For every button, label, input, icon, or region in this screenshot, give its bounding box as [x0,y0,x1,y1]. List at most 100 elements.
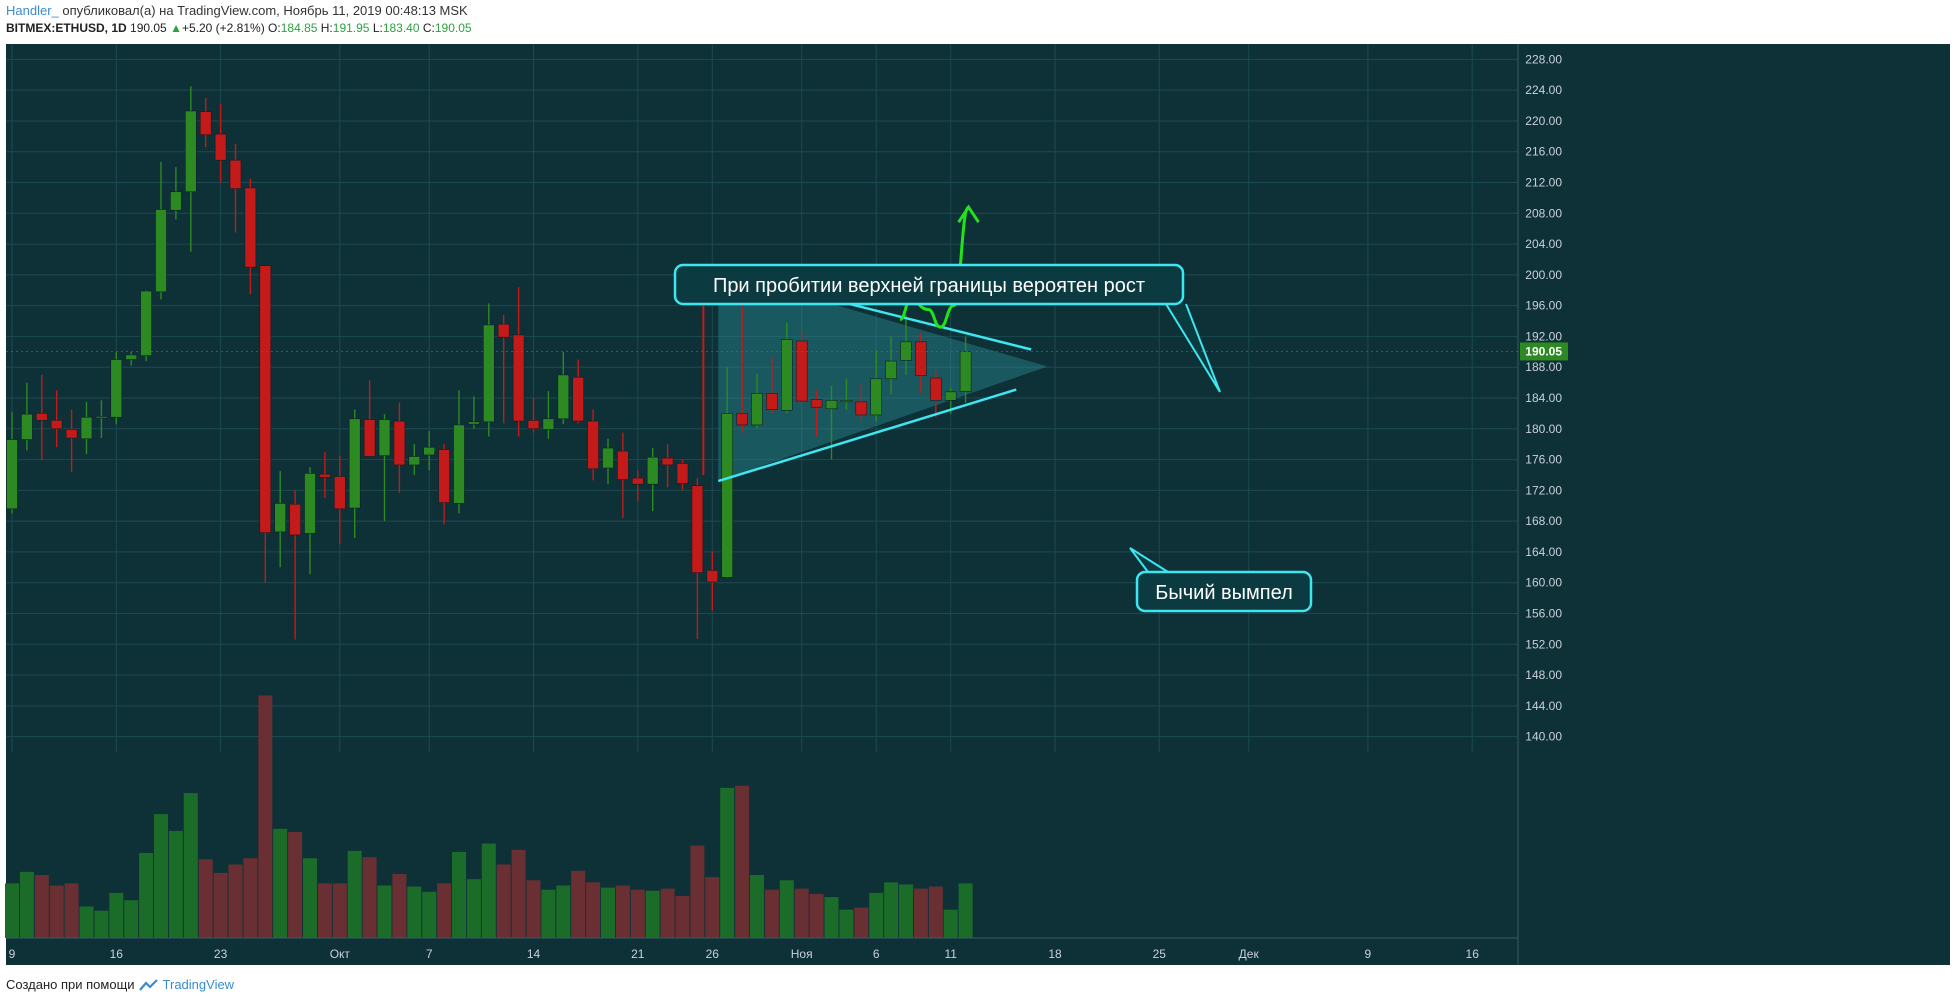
volume-bar [779,880,794,938]
volume-bars [5,695,973,938]
volume-bar [675,896,690,938]
candle-body [751,393,763,426]
volume-bar [332,883,347,938]
candle-body [855,401,868,416]
x-tick-label: 6 [873,947,880,961]
volume-bar [943,909,958,938]
volume-bar [362,857,377,938]
chart-background [6,44,1950,965]
tradingview-logo-icon [138,978,158,991]
volume-bar [869,892,884,938]
volume-bar [794,888,809,938]
x-tick-label: 14 [527,947,541,961]
candle-body [244,187,257,268]
author-link[interactable]: Handler_ [6,3,59,18]
y-tick-label: 144.00 [1525,699,1562,713]
y-tick-label: 196.00 [1525,299,1562,313]
y-tick-label: 148.00 [1525,668,1562,682]
candle-body [676,463,689,484]
last-price-tag-label: 190.05 [1525,344,1562,358]
volume-bar [139,852,154,938]
volume-bar [899,884,913,938]
volume-bar [422,891,437,938]
candle-body [542,418,555,430]
candle-body [825,400,838,410]
y-tick-label: 188.00 [1525,360,1562,374]
candle-body [840,400,853,403]
volume-bar [690,845,705,938]
last-price-tag [1520,342,1568,361]
candle-body [214,133,227,161]
volume-bar [19,871,34,938]
volume-bar [571,870,586,938]
volume-bar [466,879,481,938]
volume-bar [213,872,228,938]
candle-body [155,209,167,293]
volume-bar [109,892,124,938]
y-tick-label: 168.00 [1525,514,1562,528]
x-tick-label: 16 [110,947,124,961]
volume-bar [660,888,675,938]
candle-body [780,339,793,411]
candle-body [661,457,674,466]
candle-body [453,424,465,504]
open-value: 184.85 [280,21,318,35]
volume-bar [824,897,839,938]
candle-body [408,456,421,466]
candle-body [959,351,972,392]
candle-body [393,420,406,466]
volume-bar [288,831,303,938]
candle-body [795,340,808,402]
volume-bar [586,882,601,938]
candle-body [482,324,495,423]
callout-box [673,263,1185,306]
candle-body [587,420,599,470]
x-tick-label: 21 [631,947,645,961]
candle-body [423,446,436,456]
candle-body [259,265,272,533]
volume-bar [496,864,511,938]
candle-body [497,323,510,338]
symbol-legend: BITMEX:ETHUSD, 1D 190.05 ▲+5.20 (+2.81%)… [6,21,472,35]
price-change: +5.20 (+2.81%) [181,21,265,35]
close-value: 190.05 [434,21,472,35]
candle-body [170,191,182,211]
x-tick-label: 9 [1365,947,1372,961]
candle-body [140,290,152,356]
volume-bar [958,883,973,938]
volume-bar [437,883,452,938]
volume-bar [735,785,750,938]
candle-body [557,374,570,420]
candle-body [363,419,376,457]
volume-bar [317,883,332,938]
grid [6,44,1518,752]
y-tick-label: 224.00 [1525,83,1562,97]
x-tick-label: 16 [1466,947,1480,961]
candle-body [199,111,212,136]
footer: Создано при помощи TradingView [6,977,234,992]
low-label: L: [372,21,383,35]
volume-bar [556,885,571,938]
volume-bar [839,909,854,938]
pennant-lower-line [717,388,1017,483]
volume-bar [884,882,899,938]
y-tick-label: 220.00 [1525,114,1562,128]
y-tick-label: 140.00 [1525,730,1562,744]
candle-body [602,447,614,469]
candle-body [125,354,137,360]
y-tick-label: 152.00 [1525,637,1562,651]
x-tick-label: 11 [944,947,957,961]
volume-bar [750,875,764,938]
candle-body [333,476,346,510]
candle-body [915,341,927,376]
high-value: 191.95 [332,21,370,35]
footer-brand-link[interactable]: TradingView [162,977,235,992]
candle-body [810,399,823,408]
candle-body [378,419,391,457]
volume-bar [154,814,168,938]
volume-bar [243,858,258,938]
x-tick-label: 18 [1048,947,1062,961]
callout-pennant: Бычий вымпел [1129,547,1313,613]
candle-body [6,439,18,510]
